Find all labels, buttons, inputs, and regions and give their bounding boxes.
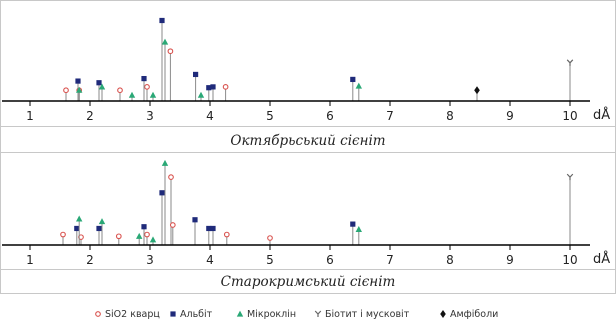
peak-marker-albite: [159, 190, 165, 196]
peak-marker-albite: [192, 217, 198, 223]
peak-marker-microcline: [197, 91, 205, 98]
legend-marker-albite: [170, 311, 176, 317]
x-tick-label: 10: [562, 253, 577, 267]
x-tick-label: 7: [386, 109, 394, 123]
peak-marker-microcline: [98, 218, 106, 225]
peak-marker-quartz: [115, 233, 122, 240]
peak-marker-quartz: [144, 84, 150, 90]
peak-marker-albite: [350, 76, 356, 83]
x-tick-label: 6: [326, 253, 334, 267]
legend-label-mica: Біотит і мусковіт: [325, 309, 410, 320]
panel-frame: [0, 0, 616, 127]
peak-marker-microcline: [355, 225, 362, 232]
chart-title: Октябрьський сієніт: [230, 133, 385, 149]
x-tick-label: 5: [266, 253, 274, 267]
peak-marks: [63, 17, 574, 101]
peak-marker-microcline: [136, 232, 143, 239]
panel-frame: [0, 152, 616, 270]
x-axis-ticks: 1 2 3 4 5 6 7 8 9 10: [26, 101, 578, 123]
peak-marker-albite: [96, 80, 102, 86]
peak-marker-amphibole: [474, 86, 480, 95]
peak-marker-quartz: [168, 174, 174, 180]
peak-marker-quartz: [167, 48, 174, 55]
x-tick-label: 7: [386, 253, 394, 267]
peak-marker-albite: [141, 224, 147, 230]
legend-marker-mica: [314, 310, 322, 317]
peak-marker-albite: [193, 71, 199, 78]
chart-panel-starokrymsky: 1 2 3 4 5 6 7 8 9 10 dÅ Старокримський сієніт: [0, 152, 616, 294]
peak-marker-albite: [206, 225, 212, 232]
peak-marker-microcline: [149, 236, 157, 243]
peak-marker-albite: [159, 17, 165, 24]
legend-marker-quartz: [95, 311, 101, 317]
peak-marker-albite: [210, 225, 216, 232]
peak-marker-microcline: [149, 91, 157, 98]
peak-marker-microcline: [76, 215, 83, 222]
peak-marker-mica: [566, 173, 574, 181]
peak-marker-quartz: [117, 87, 123, 94]
peak-marker-microcline: [98, 83, 106, 90]
legend-marker-microcline: [236, 310, 244, 317]
peak-marker-albite: [74, 225, 80, 232]
peak-marks: [60, 159, 574, 245]
x-tick-label: 4: [206, 109, 214, 123]
x-axis-unit-label: dÅ: [593, 251, 610, 267]
peak-marker-albite: [350, 221, 356, 227]
legend-label-quartz: SiO2 кварц: [105, 309, 160, 320]
peak-marker-albite: [206, 85, 212, 91]
x-tick-label: 4: [206, 253, 214, 267]
peak-marker-microcline: [128, 91, 136, 98]
peak-marker-quartz: [223, 231, 230, 238]
chart-legend: SiO2 кварц Альбіт Мікроклін Біотит і мусков…: [95, 309, 498, 320]
peak-marker-quartz: [60, 231, 66, 238]
x-tick-label: 3: [146, 253, 154, 267]
x-tick-label: 10: [562, 109, 577, 123]
peak-marker-albite: [96, 225, 102, 232]
peak-marker-albite: [75, 78, 81, 84]
peak-marker-quartz: [144, 231, 150, 238]
peak-marker-microcline: [161, 38, 169, 45]
x-tick-label: 8: [446, 109, 454, 123]
x-axis-unit-label: dÅ: [593, 107, 610, 123]
peak-marker-quartz: [169, 222, 176, 228]
peak-marker-microcline: [161, 159, 169, 166]
chart-title: Старокримський сієніт: [221, 274, 396, 290]
peak-marker-albite: [141, 75, 147, 82]
legend-label-amphibole: Амфіболи: [450, 309, 498, 320]
peak-marker-quartz: [222, 84, 229, 90]
x-tick-label: 6: [326, 109, 334, 123]
legend-label-albite: Альбіт: [180, 309, 213, 320]
x-axis-ticks: 1 2 3 4 5 6 7 8 9 10: [26, 245, 578, 267]
x-tick-label: 2: [86, 253, 94, 267]
peak-marker-quartz: [63, 87, 69, 94]
x-tick-label: 3: [146, 109, 154, 123]
x-tick-label: 8: [446, 253, 454, 267]
peak-marker-quartz: [267, 235, 273, 241]
legend-label-microcline: Мікроклін: [247, 309, 296, 320]
peak-marker-microcline: [355, 82, 362, 89]
legend-marker-amphibole: [440, 310, 446, 318]
peak-marker-albite: [210, 84, 216, 90]
x-tick-label: 5: [266, 109, 274, 123]
x-tick-label: 9: [506, 253, 514, 267]
x-tick-label: 1: [26, 109, 34, 123]
x-tick-label: 1: [26, 253, 34, 267]
chart-panel-oktyabrsky: 1 2 3 4 5 6 7 8 9 10 dÅ Октябрьський сієніт: [0, 0, 616, 153]
x-tick-label: 9: [506, 109, 514, 123]
peak-marker-mica: [566, 59, 574, 66]
peak-marker-microcline: [76, 86, 83, 93]
x-tick-label: 2: [86, 109, 94, 123]
